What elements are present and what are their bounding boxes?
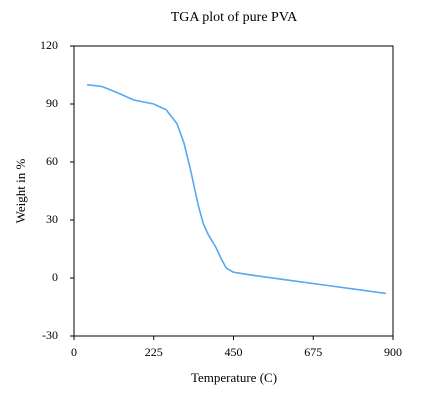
data-line: [87, 83, 387, 295]
x-tick-label: 675: [304, 345, 322, 359]
y-tick-label: 120: [40, 38, 58, 52]
x-tick-label: 225: [145, 345, 163, 359]
y-tick-label: -30: [42, 328, 58, 342]
chart-title: TGA plot of pure PVA: [171, 10, 298, 25]
x-tick-label: 0: [71, 345, 77, 359]
y-tick-label: 30: [46, 212, 58, 226]
x-tick-label: 900: [384, 345, 402, 359]
y-axis-label: Weight in %: [13, 159, 28, 224]
x-tick-label: 450: [225, 345, 243, 359]
plot-frame: [73, 45, 394, 337]
y-tick-label: 0: [52, 270, 58, 284]
y-tick-label: 90: [46, 96, 58, 110]
y-tick-label: 60: [46, 154, 58, 168]
x-axis-label: Temperature (C): [191, 370, 277, 385]
